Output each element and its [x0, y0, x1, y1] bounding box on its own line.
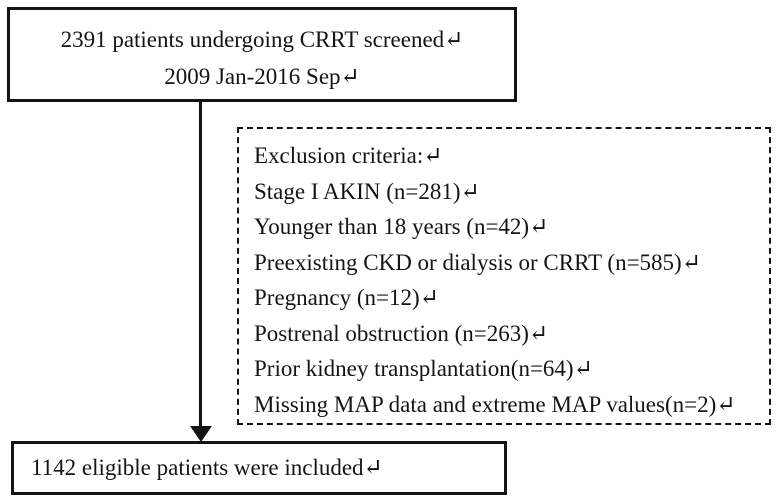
exclusion-item-stage1-akin: Stage I AKIN (n=281)↵ [254, 178, 480, 204]
included-patients-text: 1142 eligible patients were included↵ [31, 455, 383, 480]
exclusion-item-preexisting-ckd: Preexisting CKD or dialysis or CRRT (n=5… [254, 249, 701, 275]
exclusion-criteria-box: Exclusion criteria:↵ Stage I AKIN (n=281… [237, 127, 771, 425]
down-arrow-line [199, 102, 202, 428]
down-arrow-head-icon [190, 426, 212, 442]
included-patients-box: 1142 eligible patients were included↵ [11, 441, 507, 495]
screened-patients-box: 2391 patients undergoing CRRT screened↵ … [7, 7, 517, 102]
exclusion-item-missing-map: Missing MAP data and extreme MAP values(… [254, 391, 736, 417]
exclusion-criteria-title: Exclusion criteria:↵ [254, 143, 443, 168]
exclusion-item-pregnancy: Pregnancy (n=12)↵ [254, 285, 439, 310]
screened-patients-line2: 2009 Jan-2016 Sep↵ [164, 64, 360, 89]
exclusion-item-kidney-transplantation: Prior kidney transplantation(n=64)↵ [254, 356, 593, 381]
screened-patients-line1: 2391 patients undergoing CRRT screened↵ [60, 27, 464, 52]
exclusion-item-younger-18: Younger than 18 years (n=42)↵ [254, 214, 549, 239]
exclusion-item-postrenal-obstruction: Postrenal obstruction (n=263)↵ [254, 320, 549, 346]
